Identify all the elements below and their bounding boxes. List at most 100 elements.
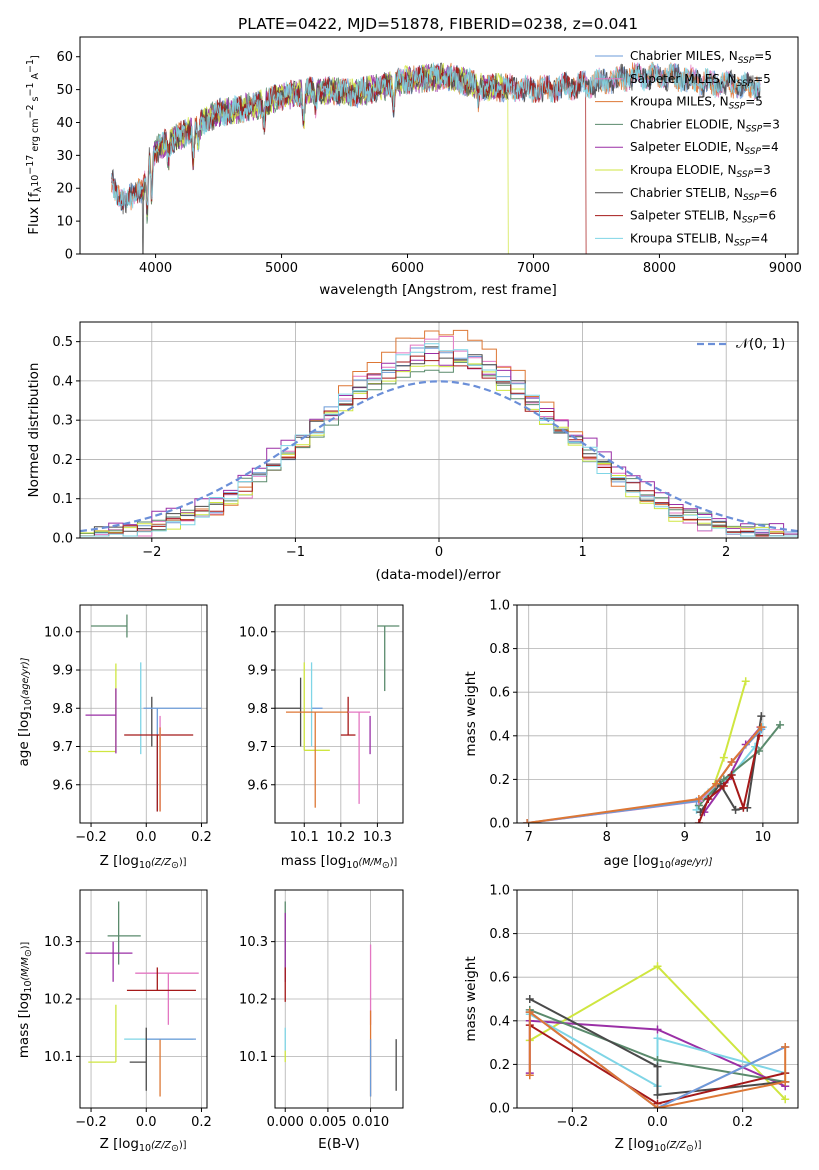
x-tick-label: 10 <box>755 830 772 845</box>
errorbar-point <box>124 734 194 812</box>
legend-label: Salpeter STELIB, NSSP=6 <box>630 209 776 226</box>
y-tick-label: 1.0 <box>489 599 510 614</box>
x-tick-label: 0 <box>435 545 443 560</box>
weight-marker <box>525 1071 534 1080</box>
weight-marker <box>741 677 750 686</box>
errorbar-point <box>91 614 128 638</box>
y-axis-label: Flux [fλ10−17 erg cm−2 s−1 A−1] <box>25 55 44 235</box>
plot-area <box>85 614 202 812</box>
weight-marker <box>704 795 713 804</box>
errorbar-point <box>126 967 196 992</box>
y-tick-label: 10.2 <box>44 993 73 1008</box>
x-tick-label: 9000 <box>769 261 802 276</box>
legend-sub: SSP <box>737 170 754 180</box>
spectrum-line <box>111 62 761 209</box>
label-part: ⊙ <box>686 1143 694 1154</box>
label-part: Z [log <box>100 1136 139 1152</box>
legend-sub: SSP <box>729 102 746 112</box>
label-part: (age/yr)] <box>671 857 713 868</box>
y-tick-label: 0.0 <box>52 532 73 547</box>
plot-area <box>525 962 790 1108</box>
label-part: −17 <box>25 155 36 175</box>
legend-count: =5 <box>745 95 763 109</box>
weight-marker <box>719 781 728 790</box>
y-tick-label: 9.9 <box>247 664 268 679</box>
x-axis-label: age [log10(age/yr)] <box>604 853 713 871</box>
histogram-step <box>80 329 798 537</box>
label-part: s <box>30 96 41 104</box>
legend-label: Salpeter ELODIE, NSSP=4 <box>630 140 779 157</box>
x-tick-label: 10.1 <box>290 830 319 845</box>
weight-marker <box>653 1025 662 1034</box>
y-tick-label: 0.8 <box>489 927 510 942</box>
weight-marker <box>757 723 766 732</box>
y-tick-label: 0.8 <box>489 642 510 657</box>
y-tick-label: 10.2 <box>239 993 268 1008</box>
x-tick-label: 10.2 <box>326 830 355 845</box>
label-part: −1 <box>25 59 36 73</box>
label-part: −1 <box>25 82 36 96</box>
label-part: 10 <box>654 1143 666 1154</box>
axes-border <box>274 604 404 824</box>
weight-marker <box>653 962 662 971</box>
label-part: (age/yr)] <box>20 657 31 699</box>
x-tick-label: 9 <box>681 830 689 845</box>
plot-area <box>111 61 761 254</box>
label-part: )] <box>179 857 186 868</box>
weight-marker <box>525 995 534 1003</box>
weight-marker <box>525 1008 534 1017</box>
errorbar-point <box>88 1004 117 1063</box>
x-tick-label: −2 <box>142 545 161 560</box>
label-part: ⊙ <box>171 1143 179 1154</box>
weight-series <box>694 677 750 810</box>
legend-count: =3 <box>762 117 780 131</box>
legend-name: Kroupa STELIB, N <box>630 231 734 245</box>
label-part: (M/M <box>359 857 382 868</box>
axes-frame: −2 −1 0 1 2 0.0 0.1 0.2 0.3 0.4 0.5 <box>52 321 799 560</box>
x-tick-label: 8000 <box>643 261 676 276</box>
label-part: λ <box>33 186 44 192</box>
x-tick-label: 0.010 <box>352 1115 389 1130</box>
label-part: ⊙ <box>23 949 34 957</box>
legend-sub: SSP <box>742 216 759 226</box>
chart-title: PLATE=0422, MJD=51878, FIBERID=0238, z=0… <box>238 15 638 33</box>
legend-label: Kroupa STELIB, NSSP=4 <box>630 231 768 248</box>
label-part: 10 <box>23 980 34 992</box>
x-axis-label: (data-model)/error <box>375 567 501 583</box>
label-part: mass [log <box>281 853 347 869</box>
y-tick-label: 9.8 <box>247 702 268 717</box>
y-tick-label: 0.0 <box>489 1102 510 1117</box>
errorbar-point <box>348 711 371 804</box>
y-axis-label: mass weight <box>463 671 479 756</box>
y-axis-label: Normed distribution <box>26 363 42 498</box>
legend-label: Kroupa ELODIE, NSSP=3 <box>630 163 771 180</box>
panel-age_vs_Z: −0.2 0.0 0.2 9.6 9.7 9.8 9.9 10.0 <box>44 604 212 845</box>
axes-border <box>516 604 799 824</box>
legend-sub: SSP <box>738 56 755 66</box>
errorbar-point <box>88 663 117 753</box>
label-part: (Z/Z <box>666 1140 686 1151</box>
panel-age_vs_mass: 10.1 10.2 10.3 9.6 9.7 9.8 9.9 10.0 <box>239 604 404 845</box>
x-tick-label: 4000 <box>139 261 172 276</box>
x-tick-label: 6000 <box>391 261 424 276</box>
x-tick-label: 10.3 <box>363 830 392 845</box>
y-tick-label: 0.6 <box>489 971 510 986</box>
x-tick-label: −1 <box>286 545 305 560</box>
weight-marker <box>653 1034 662 1043</box>
plot-area <box>275 625 400 808</box>
plot-area <box>523 677 785 823</box>
panel-mass_vs_Z: −0.2 0.0 0.2 10.1 10.2 10.3 <box>44 889 212 1130</box>
errorbar-point <box>377 625 400 692</box>
label-part: )] <box>390 857 397 868</box>
label-part: ⊙ <box>171 860 179 871</box>
x-tick-label: 0.005 <box>309 1115 346 1130</box>
y-tick-label: 9.6 <box>247 778 268 793</box>
y-axis-label: mass weight <box>463 956 479 1041</box>
x-tick-label: 5000 <box>265 261 298 276</box>
y-tick-label: 10.3 <box>239 935 268 950</box>
x-tick-label: 0.2 <box>732 1115 753 1130</box>
legend-label: Chabrier MILES, NSSP=5 <box>630 49 772 66</box>
weight-series <box>525 1008 790 1108</box>
